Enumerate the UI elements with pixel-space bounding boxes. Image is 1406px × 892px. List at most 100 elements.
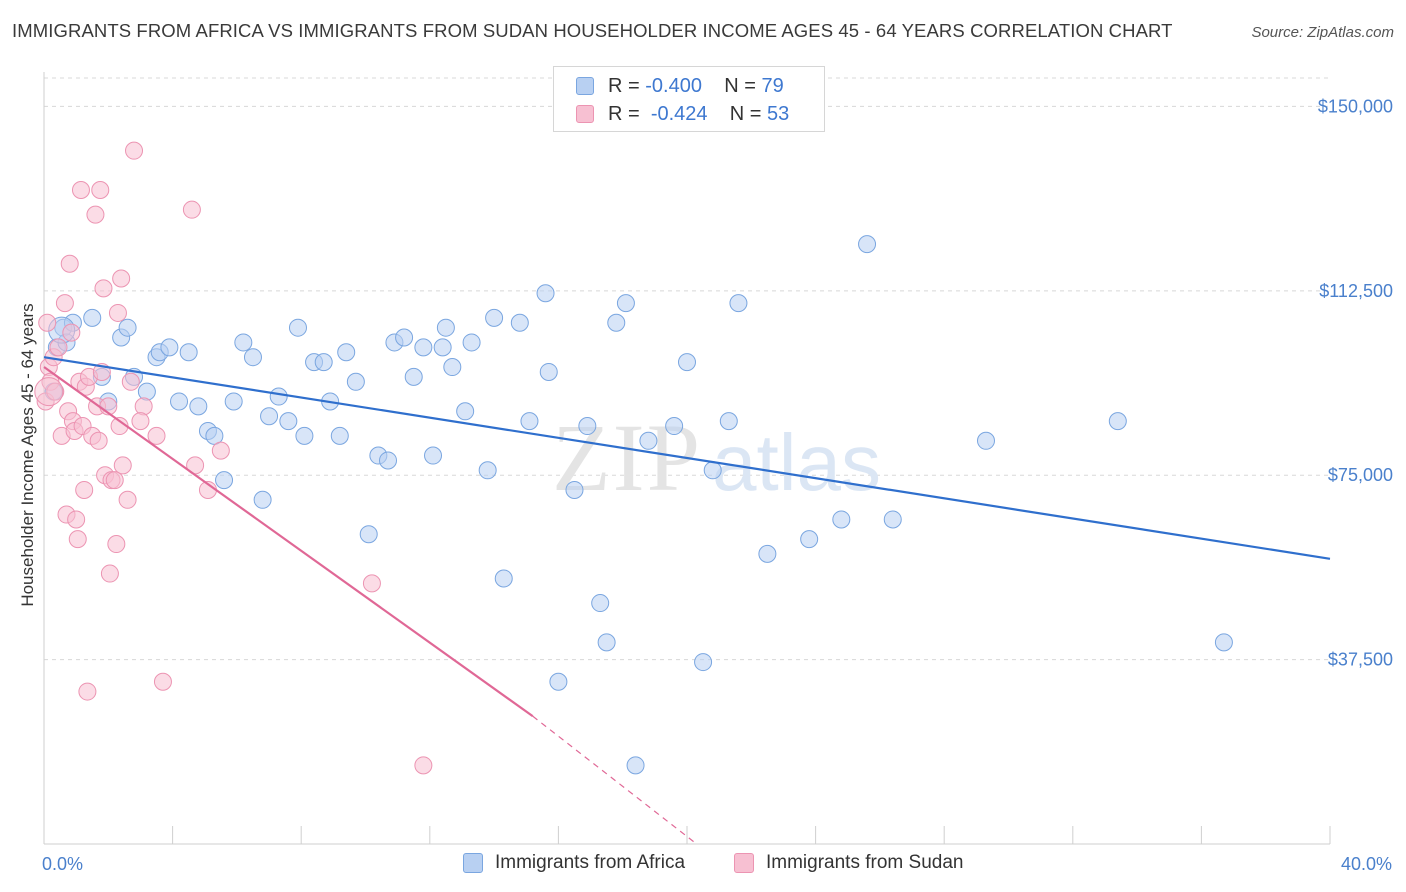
y-axis-label: Householder Income Ages 45 - 64 years bbox=[18, 303, 37, 606]
sudan-point bbox=[131, 412, 150, 431]
sudan-point bbox=[125, 141, 144, 160]
n-value: 53 bbox=[767, 102, 790, 125]
series-legend: Immigrants from Africa Immigrants from S… bbox=[0, 852, 1406, 878]
africa-point bbox=[118, 318, 137, 337]
r-label: R = bbox=[608, 102, 640, 125]
r-value: -0.400 bbox=[645, 74, 702, 97]
sudan-point bbox=[78, 682, 97, 701]
africa-point bbox=[485, 308, 504, 327]
sudan-point bbox=[121, 372, 140, 391]
africa-point bbox=[678, 353, 696, 372]
sudan-point bbox=[112, 269, 131, 288]
sudan-point bbox=[134, 397, 153, 416]
africa-point bbox=[832, 510, 851, 529]
africa-point bbox=[395, 328, 414, 347]
sudan-point bbox=[67, 510, 86, 529]
africa-point bbox=[607, 313, 626, 332]
legend-item-sudan: Immigrants from Sudan bbox=[734, 852, 963, 874]
axes bbox=[43, 72, 1331, 845]
africa-point bbox=[414, 338, 433, 357]
sudan-point bbox=[75, 480, 94, 499]
chart-title: IMMIGRANTS FROM AFRICA VS IMMIGRANTS FRO… bbox=[12, 20, 1173, 41]
sudan-point bbox=[182, 200, 201, 219]
africa-point bbox=[758, 544, 777, 563]
legend-item-africa: Immigrants from Africa bbox=[463, 852, 685, 874]
africa-point bbox=[295, 426, 314, 445]
africa-point bbox=[83, 308, 102, 327]
africa-point bbox=[359, 525, 378, 544]
series-africa bbox=[44, 235, 1233, 775]
sudan-point bbox=[68, 530, 87, 549]
africa-point bbox=[424, 446, 443, 465]
sudan-point bbox=[113, 456, 132, 475]
africa-trend-line bbox=[43, 356, 1331, 560]
sudan-point bbox=[71, 181, 90, 200]
africa-point bbox=[462, 333, 481, 352]
series-sudan bbox=[34, 141, 433, 775]
sudan-point bbox=[91, 181, 110, 200]
correlation-legend: R = -0.400 N = 79 R = -0.424 N = 53 bbox=[553, 66, 825, 132]
africa-point bbox=[379, 451, 398, 470]
sudan-point bbox=[147, 426, 166, 445]
africa-point bbox=[314, 353, 333, 372]
watermark-atlas: atlas bbox=[712, 418, 881, 507]
sudan-trend-extension bbox=[532, 715, 698, 845]
sudan-point bbox=[414, 756, 433, 775]
africa-point bbox=[224, 392, 243, 411]
africa-point bbox=[1108, 412, 1127, 431]
africa-point bbox=[591, 594, 610, 613]
africa-point bbox=[639, 431, 658, 450]
sudan-point bbox=[211, 441, 230, 460]
y-tick-label: $150,000 bbox=[1318, 96, 1393, 116]
africa-point bbox=[976, 431, 995, 450]
africa-point bbox=[478, 461, 497, 480]
sudan-point bbox=[60, 254, 79, 273]
trend-lines bbox=[43, 356, 1331, 845]
africa-point bbox=[170, 392, 189, 411]
sudan-point bbox=[89, 431, 108, 450]
n-label: N = bbox=[724, 74, 756, 97]
africa-point bbox=[243, 348, 262, 367]
sudan-point bbox=[100, 564, 119, 583]
africa-point bbox=[626, 756, 645, 775]
africa-point bbox=[330, 426, 349, 445]
africa-point bbox=[539, 362, 558, 381]
sudan-swatch bbox=[576, 105, 594, 123]
africa-point bbox=[253, 490, 272, 509]
africa-point bbox=[536, 284, 555, 303]
africa-point bbox=[729, 294, 748, 313]
africa-point bbox=[279, 412, 298, 431]
africa-point bbox=[494, 569, 513, 588]
africa-point bbox=[260, 407, 279, 426]
africa-swatch bbox=[576, 77, 594, 95]
n-value: 79 bbox=[761, 74, 784, 97]
y-tick-label: $37,500 bbox=[1328, 650, 1393, 670]
africa-point bbox=[269, 387, 288, 406]
sudan-point bbox=[118, 490, 137, 509]
y-tick-label: $112,500 bbox=[1319, 281, 1393, 301]
africa-legend-swatch bbox=[463, 853, 483, 873]
sudan-legend-label: Immigrants from Sudan bbox=[766, 852, 964, 873]
africa-point bbox=[443, 358, 462, 377]
r-value: -0.424 bbox=[650, 102, 708, 125]
africa-point bbox=[346, 372, 365, 391]
africa-point bbox=[883, 510, 902, 529]
africa-point bbox=[234, 333, 253, 352]
sudan-point bbox=[55, 294, 74, 313]
africa-point bbox=[616, 294, 635, 313]
r-label: R = bbox=[608, 74, 640, 97]
africa-point bbox=[578, 417, 597, 436]
africa-point bbox=[1214, 633, 1233, 652]
sudan-point bbox=[153, 672, 172, 691]
africa-point bbox=[215, 471, 234, 490]
africa-point bbox=[694, 653, 713, 672]
africa-point bbox=[510, 313, 529, 332]
sudan-point bbox=[86, 205, 105, 224]
africa-point bbox=[160, 338, 179, 357]
sudan-point bbox=[362, 574, 381, 593]
sudan-trend-line bbox=[43, 366, 534, 718]
sudan-point bbox=[62, 323, 81, 342]
africa-point bbox=[549, 672, 568, 691]
africa-point bbox=[665, 417, 684, 436]
